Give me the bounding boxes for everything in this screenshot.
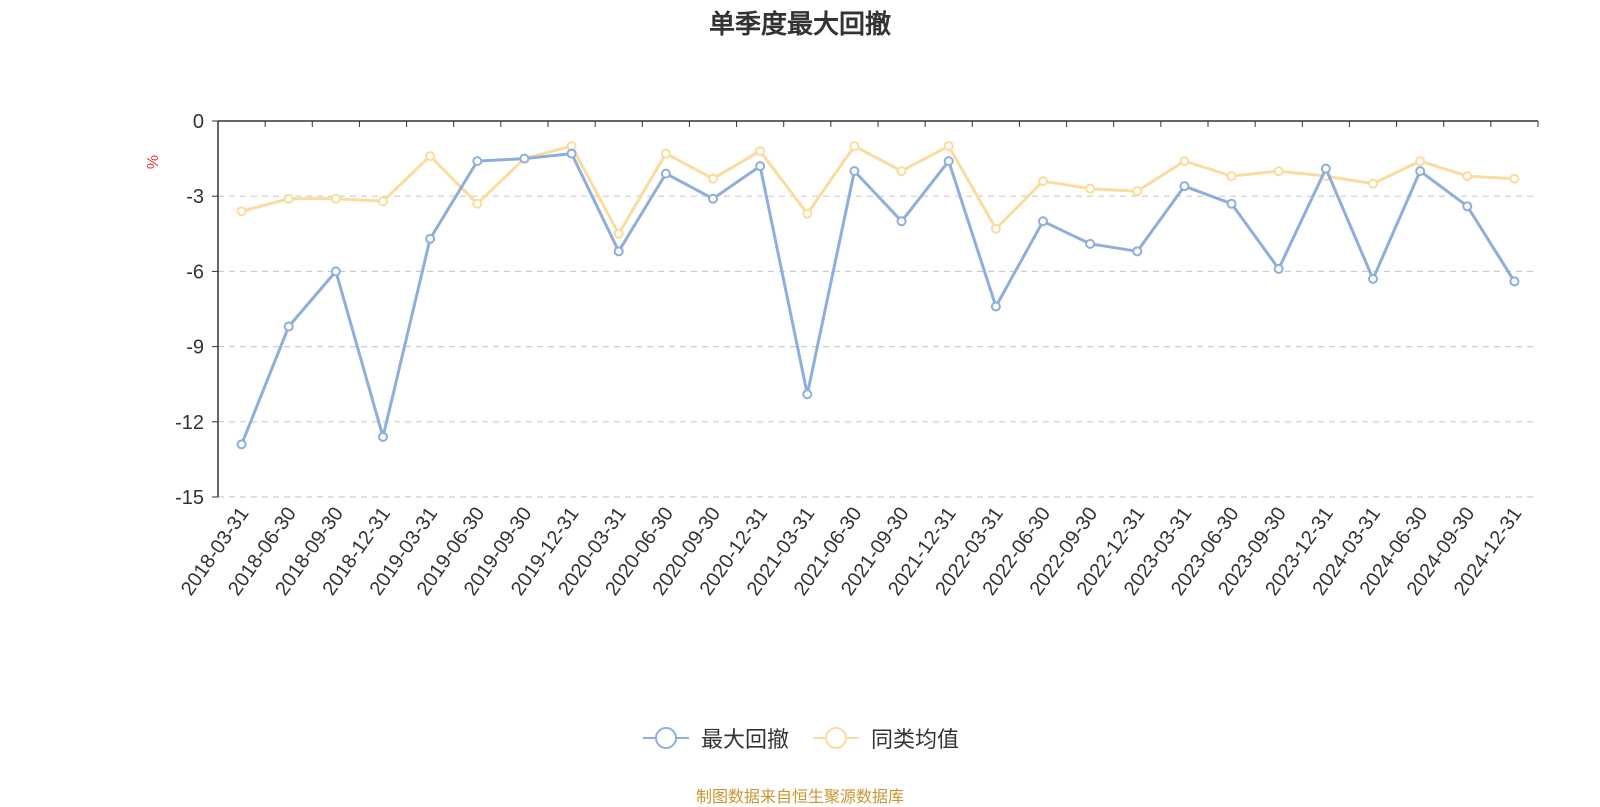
legend-label: 最大回撤	[700, 728, 789, 753]
data-point	[236, 439, 247, 450]
data-point	[708, 193, 718, 204]
data-point	[472, 198, 483, 209]
data-point	[1368, 273, 1378, 284]
legend-label: 同类均值	[871, 728, 960, 753]
data-point	[1085, 183, 1096, 194]
legend-circle	[825, 727, 847, 749]
data-point	[1085, 238, 1096, 249]
chart-title: 单季度最大回撤	[708, 10, 891, 40]
data-point	[896, 166, 907, 177]
data-point	[283, 193, 294, 204]
data-point	[283, 321, 294, 332]
legend-marker-icon	[813, 727, 859, 749]
data-point	[425, 233, 436, 244]
data-point	[1462, 171, 1473, 182]
data-point	[425, 151, 436, 162]
data-point	[943, 141, 954, 152]
data-point	[1226, 171, 1237, 182]
data-point	[1038, 216, 1048, 227]
data-point	[802, 208, 813, 219]
data-point	[1226, 198, 1237, 209]
data-point	[1462, 201, 1473, 212]
data-point	[378, 196, 388, 207]
legend-marker-icon	[642, 727, 689, 749]
series-lines	[236, 141, 1520, 450]
data-point	[755, 161, 766, 172]
data-point	[849, 141, 860, 152]
legend: 最大回撤 同类均值	[0, 722, 1600, 754]
data-point	[1320, 163, 1331, 174]
data-point	[1179, 156, 1190, 167]
data-point	[660, 148, 671, 159]
series-line-1	[241, 144, 1515, 236]
data-point	[708, 173, 718, 184]
data-point	[1179, 181, 1190, 192]
data-point	[943, 156, 954, 167]
y-tick-label: -15	[175, 487, 204, 509]
y-tick-label: 0	[193, 111, 204, 133]
data-point	[566, 148, 577, 159]
legend-circle	[654, 727, 677, 749]
data-point	[896, 216, 907, 227]
data-point	[519, 153, 530, 164]
data-point	[236, 206, 247, 217]
data-point	[755, 146, 766, 157]
data-point	[613, 228, 624, 239]
data-point	[472, 156, 483, 167]
data-point	[1415, 156, 1426, 167]
data-point	[660, 168, 671, 179]
data-point	[1368, 178, 1378, 189]
data-point	[802, 389, 813, 400]
data-point	[1132, 186, 1143, 197]
data-point	[1509, 173, 1520, 184]
source-note: 制图数据来自恒生聚源数据库	[695, 787, 904, 806]
data-point	[1273, 166, 1284, 177]
data-point	[1132, 246, 1143, 257]
data-point	[1038, 176, 1048, 187]
data-point	[330, 193, 341, 204]
legend-item-0[interactable]: 最大回撤	[641, 722, 789, 754]
y-axis-label: %	[145, 155, 162, 169]
y-tick-label: -3	[186, 186, 204, 208]
legend-item-1[interactable]: 同类均值	[811, 722, 959, 754]
data-point	[378, 431, 388, 442]
data-point	[1509, 276, 1520, 287]
data-point	[990, 223, 1001, 234]
data-point	[330, 266, 341, 277]
y-tick-label: -6	[186, 261, 204, 283]
data-point	[1415, 166, 1426, 177]
series-line-0	[240, 152, 1516, 445]
grid-lines	[218, 195, 1538, 498]
y-tick-label: -9	[186, 337, 204, 359]
y-tick-label: -12	[175, 412, 204, 434]
data-point	[1273, 263, 1284, 274]
data-point	[613, 246, 624, 257]
data-point	[990, 301, 1001, 312]
data-point	[849, 166, 860, 177]
